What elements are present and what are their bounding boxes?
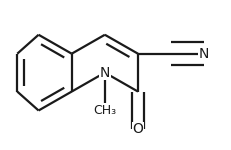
Text: CH₃: CH₃ [93, 104, 116, 117]
Text: O: O [133, 122, 143, 136]
Text: N: N [199, 47, 210, 61]
Text: N: N [100, 66, 110, 80]
